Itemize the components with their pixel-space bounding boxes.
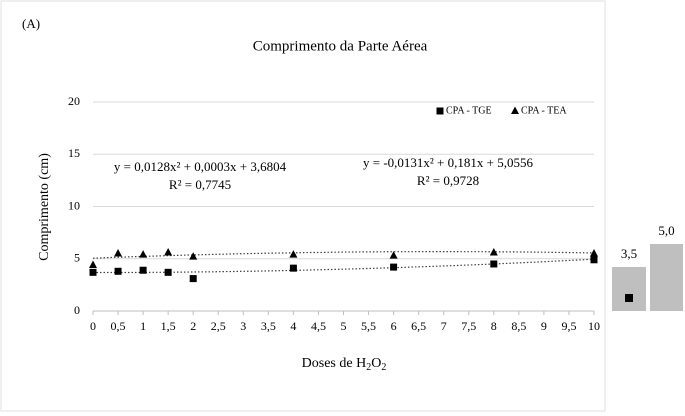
marker: [164, 247, 173, 256]
x-label-subscript: 2: [381, 362, 386, 373]
legend-marker: [436, 107, 444, 115]
marker: [590, 256, 598, 264]
inset-label: 5,0: [658, 223, 674, 238]
y-tick-label: 15: [68, 146, 80, 160]
x-tick-label: 3: [240, 319, 246, 333]
y-axis-label: Comprimento (cm): [37, 153, 52, 261]
x-tick-label: 6: [391, 319, 397, 333]
x-tick-label: 4,5: [311, 319, 326, 333]
marker: [164, 268, 172, 276]
x-tick-label: 5: [341, 319, 347, 333]
y-tick-label: 0: [74, 303, 80, 317]
chart-frame: [0, 0, 606, 412]
x-tick-label: 2: [190, 319, 196, 333]
y-tick-label: 20: [68, 94, 80, 108]
x-tick-label: 0,5: [111, 319, 126, 333]
legend-label: CPA - TGE: [446, 105, 492, 116]
marker: [390, 263, 398, 271]
x-tick-label: 3,5: [261, 319, 276, 333]
legend-marker: [511, 106, 519, 114]
inset-box: [612, 267, 646, 311]
y-tick-label: 10: [68, 198, 80, 212]
x-tick-label: 2,5: [211, 319, 226, 333]
inset-marker: [625, 294, 633, 302]
trendline-equation: y = 0,0128x² + 0,0003x + 3,6804: [114, 159, 287, 174]
x-tick-label: 8: [491, 319, 497, 333]
marker: [114, 249, 123, 257]
x-tick-label: 8,5: [511, 319, 526, 333]
x-tick-label: 4: [290, 319, 296, 333]
x-tick-label: 7,5: [461, 319, 476, 333]
panel-label: (A): [22, 16, 40, 31]
x-label-part: Doses de H: [302, 356, 367, 371]
x-tick-label: 7: [441, 319, 447, 333]
legend-label: CPA - TEA: [521, 105, 567, 116]
marker: [189, 252, 198, 260]
x-label-part: O: [371, 356, 381, 371]
x-tick-label: 1,5: [161, 319, 176, 333]
marker: [489, 247, 498, 256]
marker: [139, 250, 148, 258]
x-label-subscript: 2: [366, 362, 371, 373]
marker: [89, 268, 97, 276]
marker: [89, 260, 97, 269]
marker: [289, 264, 297, 272]
marker: [490, 260, 498, 268]
marker: [114, 267, 122, 275]
x-tick-label: 6,5: [411, 319, 426, 333]
marker: [389, 251, 398, 259]
x-tick-label: 9: [541, 319, 547, 333]
x-tick-label: 10: [588, 319, 600, 333]
trendline-r2: R² = 0,9728: [417, 173, 479, 188]
trendline: [92, 251, 595, 259]
inset-label: 3,5: [621, 246, 637, 261]
trendline: [93, 258, 595, 274]
trendline-r2: R² = 0,7745: [169, 177, 231, 192]
marker: [189, 275, 197, 283]
x-tick-label: 1: [140, 319, 146, 333]
trendline-equation: y = -0,0131x² + 0,181x + 5,0556: [363, 155, 533, 170]
x-tick-label: 0: [90, 319, 96, 333]
inset-box: [650, 244, 683, 311]
marker: [289, 250, 298, 258]
x-tick-label: 5,5: [361, 319, 376, 333]
marker: [590, 249, 598, 257]
x-tick-label: 9,5: [561, 319, 576, 333]
chart-title: Comprimento da Parte Aérea: [253, 38, 428, 54]
x-axis-label: Doses de H2O2: [302, 356, 387, 373]
marker: [139, 266, 147, 274]
y-tick-label: 5: [74, 251, 80, 265]
